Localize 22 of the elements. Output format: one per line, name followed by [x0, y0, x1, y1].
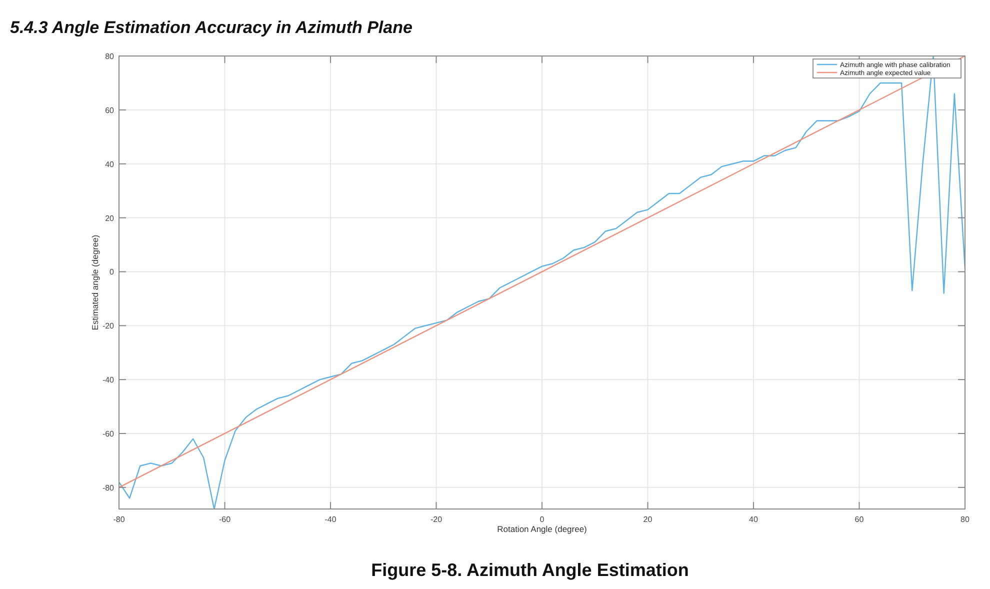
y-axis-title: Estimated angle (degree) — [90, 234, 100, 330]
y-tick-label: 20 — [105, 214, 115, 223]
y-tick-label: 80 — [105, 52, 115, 61]
x-tick-label: -60 — [218, 515, 232, 524]
y-tick-label: -80 — [102, 483, 115, 492]
x-tick-label: 20 — [643, 515, 653, 524]
x-tick-label: 0 — [540, 515, 545, 524]
x-tick-label: -20 — [430, 515, 443, 524]
y-tick-label: -60 — [102, 430, 115, 438]
x-tick-label: 60 — [854, 515, 864, 524]
x-axis-title: Rotation Angle (degree) — [497, 524, 588, 534]
x-tick-label: -80 — [113, 515, 126, 524]
chart-title: 5.4.3 Angle Estimation Accuracy in Azimuth Plane — [10, 18, 412, 37]
y-tick-label: -40 — [102, 376, 115, 385]
y-tick-label: 40 — [105, 160, 115, 169]
y-tick-label: 60 — [105, 106, 115, 115]
x-tick-label: 80 — [960, 515, 970, 524]
x-tick-label: -40 — [324, 515, 337, 524]
caption: Figure 5-8. Azimuth Angle Estimation — [371, 560, 689, 580]
y-tick-label: -20 — [102, 322, 115, 331]
x-tick-label: 40 — [749, 515, 758, 524]
y-tick-label: 0 — [110, 268, 115, 277]
